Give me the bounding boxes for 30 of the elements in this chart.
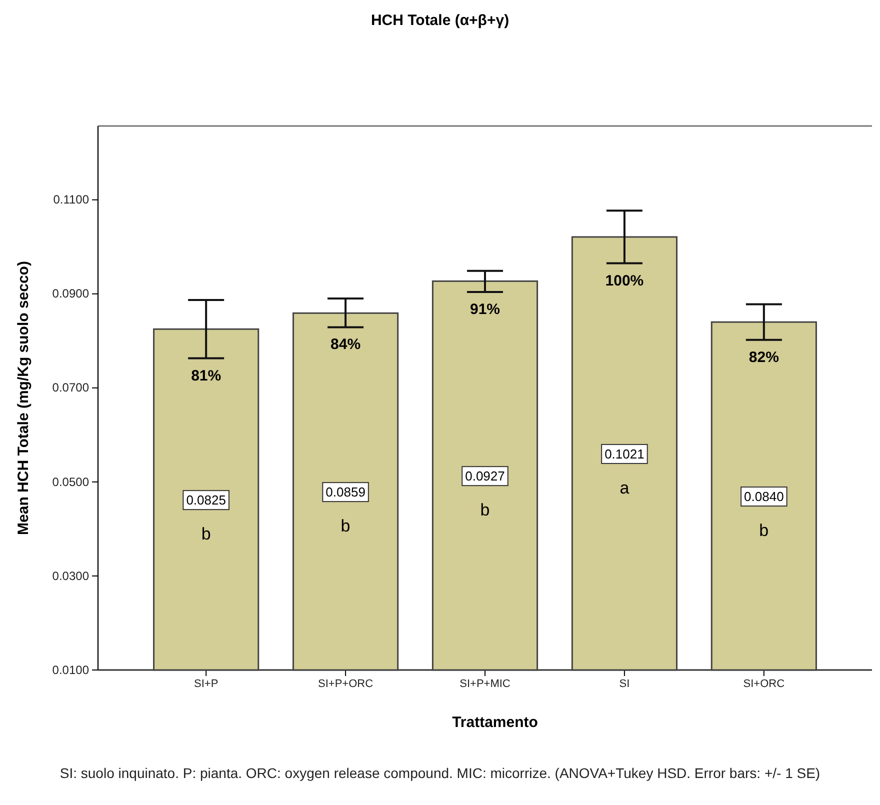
- y-tick-label: 0.0500: [52, 474, 90, 489]
- x-tick-label: SI+P+MIC: [460, 678, 510, 690]
- x-tick-label: SI+P+ORC: [318, 678, 374, 690]
- x-tick-label: SI+P: [194, 678, 218, 690]
- x-axis-title: Trattamento: [452, 714, 538, 731]
- annotation: 100%: [605, 272, 644, 290]
- y-axis-title: Mean HCH Totale (mg/Kg suolo secco): [15, 261, 32, 535]
- annotation: b: [340, 516, 350, 536]
- annotation: b: [201, 524, 211, 544]
- y-tick-label: 0.0700: [52, 380, 90, 395]
- data-label: 0.0927: [465, 468, 505, 484]
- y-tick-label: 0.0300: [52, 568, 90, 583]
- x-tick-label: SI+ORC: [743, 678, 785, 690]
- chart-title: HCH Totale (α+β+γ): [370, 12, 510, 29]
- y-tick-label: 0.0100: [52, 662, 90, 677]
- text: SI: suolo inquinato. P: pianta. ORC: oxygen release compound. MIC: micorrize. (ANOVA+Tukey HSD. Error bars: +/- 1 SE): [60, 765, 820, 781]
- data-label: 0.0859: [326, 484, 366, 500]
- annotation: 91%: [470, 300, 500, 318]
- data-label: 0.0825: [186, 492, 226, 508]
- annotation: b: [759, 521, 769, 540]
- annotation: 82%: [748, 348, 779, 366]
- y-tick-label: 0.0900: [52, 286, 90, 301]
- y-tick-label: 0.1100: [53, 192, 90, 207]
- data-label: 0.1021: [604, 446, 644, 462]
- data-label: 0.0840: [744, 489, 784, 504]
- annotation: a: [620, 478, 630, 498]
- annotation: 81%: [191, 367, 222, 384]
- x-tick-label: SI: [619, 678, 630, 690]
- annotation: 84%: [330, 336, 361, 354]
- annotation: b: [480, 500, 490, 520]
